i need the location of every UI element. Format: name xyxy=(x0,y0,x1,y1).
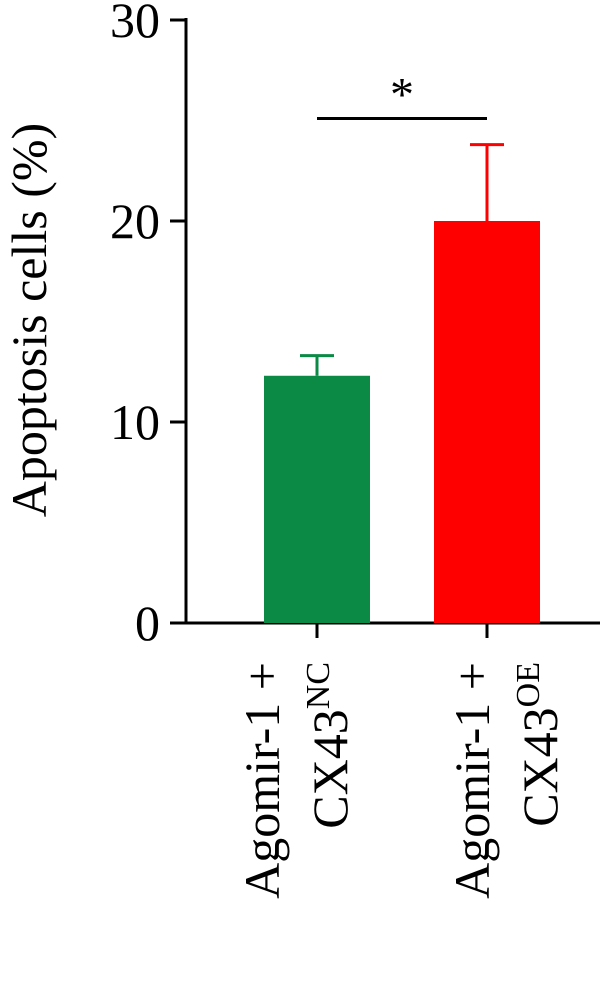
category-label-line2: CX43NC xyxy=(300,662,358,829)
y-tick-label: 0 xyxy=(135,595,160,651)
significance-label: * xyxy=(390,68,414,121)
category-label-line2: CX43OE xyxy=(510,662,568,827)
y-axis-title: Apoptosis cells (%) xyxy=(1,123,57,517)
bar xyxy=(434,221,540,623)
category-label-line1: Agomir-1 + xyxy=(234,662,290,899)
category-label-line1: Agomir-1 + xyxy=(444,662,500,899)
y-tick-label: 10 xyxy=(110,394,160,450)
y-tick-label: 20 xyxy=(110,193,160,249)
y-tick-label: 30 xyxy=(110,0,160,48)
bar xyxy=(264,375,370,623)
